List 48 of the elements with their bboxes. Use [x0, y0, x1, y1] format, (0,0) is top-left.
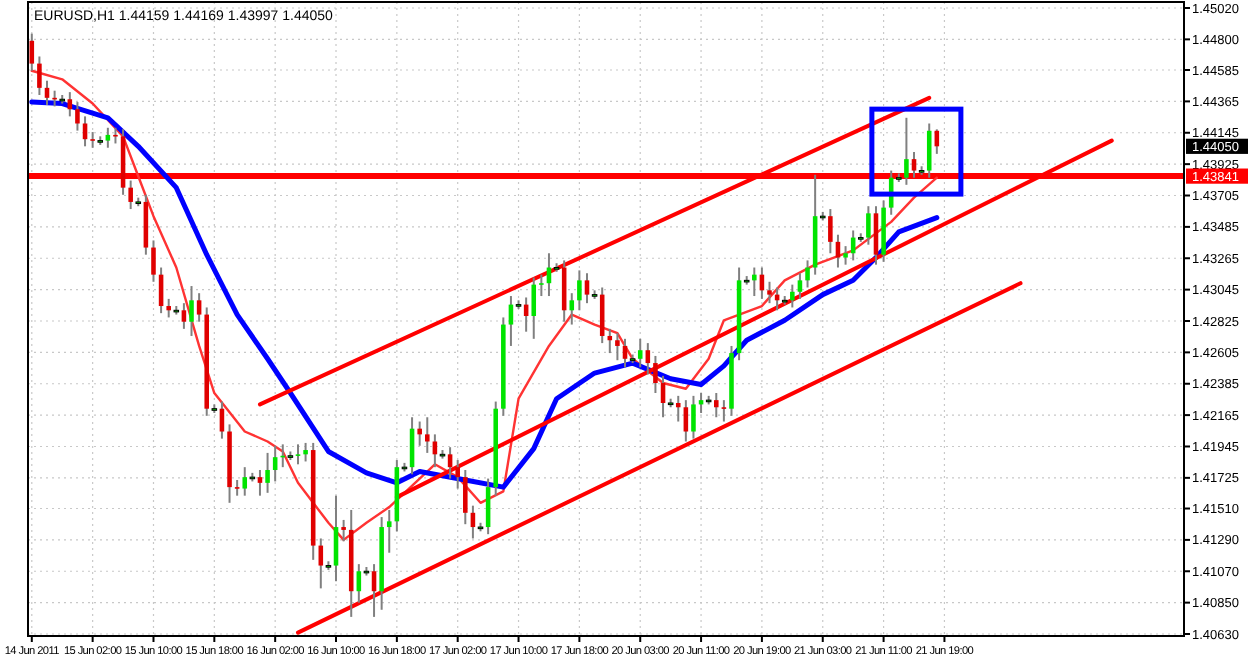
candlestick	[265, 451, 270, 494]
candlestick	[675, 394, 681, 423]
candlestick	[386, 508, 392, 554]
candlestick	[196, 292, 202, 323]
candlestick	[151, 239, 156, 283]
candlestick	[257, 469, 263, 497]
candlestick	[911, 151, 917, 179]
candlestick	[752, 266, 757, 298]
candlestick	[926, 122, 932, 179]
candlestick	[455, 459, 460, 490]
candlestick	[904, 116, 909, 186]
candlestick	[767, 280, 772, 305]
candlestick	[341, 518, 346, 543]
candlestick	[713, 392, 719, 419]
candlestick	[653, 354, 658, 395]
candlestick	[691, 394, 696, 440]
candlestick	[181, 302, 187, 330]
candlestick	[234, 479, 240, 497]
candlestick	[417, 420, 422, 447]
candlestick	[295, 443, 301, 466]
candlestick	[615, 332, 620, 362]
candlestick	[105, 126, 111, 149]
candlestick	[843, 245, 848, 266]
candlestick	[683, 399, 689, 443]
candlestick	[303, 441, 308, 463]
candlestick	[128, 179, 133, 211]
candlestick	[828, 208, 833, 255]
candlestick	[577, 269, 582, 312]
candlestick	[584, 272, 590, 305]
candlestick	[189, 285, 194, 337]
candlestick	[424, 416, 430, 454]
candlestick	[531, 276, 537, 340]
candlestick	[242, 466, 248, 497]
candlestick	[569, 292, 575, 326]
candlestick	[90, 131, 95, 149]
candlestick	[637, 337, 643, 369]
candlestick	[790, 283, 795, 309]
candlestick	[75, 101, 80, 132]
candlestick	[805, 259, 810, 289]
candlestick	[881, 199, 886, 263]
candlestick	[721, 399, 727, 423]
candlestick	[166, 297, 171, 319]
candlestick	[866, 205, 871, 246]
candlestick	[37, 55, 42, 96]
candlestick	[463, 469, 468, 526]
line-series	[30, 69, 939, 542]
candlestick	[539, 273, 544, 298]
candlestick	[797, 272, 803, 300]
